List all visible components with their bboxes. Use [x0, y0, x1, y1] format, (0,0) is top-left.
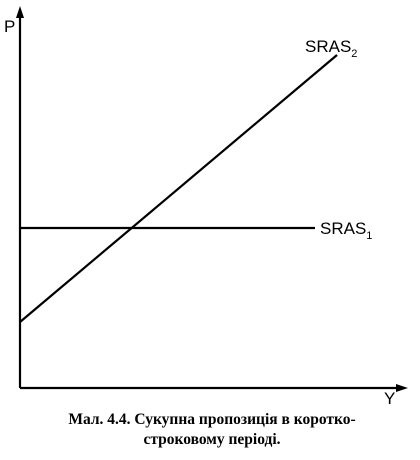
y-axis-arrow: [16, 6, 24, 18]
x-axis-arrow: [396, 384, 408, 392]
y-axis-label: P: [4, 17, 15, 36]
sras2-line: [19, 54, 338, 323]
x-axis-label: Y: [384, 389, 395, 408]
sras1-label: SRAS1: [320, 219, 372, 242]
caption-line: Мал. 4.4. Сукупна пропозиція в коротко-: [68, 411, 355, 428]
sras2-label: SRAS2: [305, 37, 357, 60]
curve-name: SRAS: [305, 37, 351, 56]
caption-line: строковому періоді.: [143, 431, 280, 448]
curve-name: SRAS: [320, 219, 366, 238]
curve-subscript: 1: [366, 230, 372, 242]
curve-subscript: 2: [351, 48, 357, 60]
